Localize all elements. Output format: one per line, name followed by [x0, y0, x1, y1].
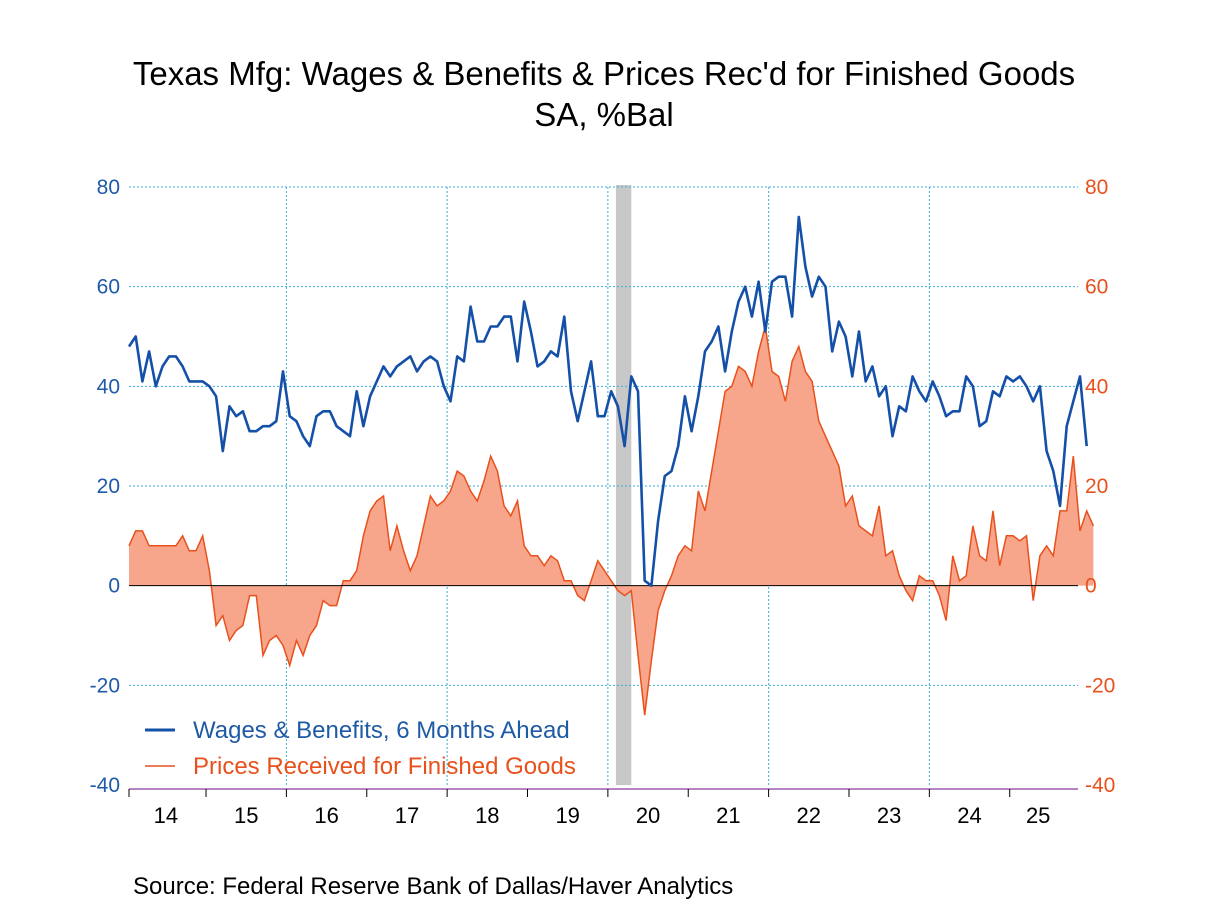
prices-area: [129, 326, 1094, 716]
legend-prices-label: Prices Received for Finished Goods: [193, 753, 576, 780]
recession-bar: [615, 185, 632, 785]
y-tick-left: 60: [97, 276, 120, 299]
chart-subtitle: SA, %Bal: [534, 96, 673, 133]
y-tick-right: 0: [1085, 575, 1097, 598]
y-tick-left: 0: [108, 575, 120, 598]
x-tick-label: 14: [154, 803, 178, 828]
x-tick-label: 24: [957, 803, 981, 828]
x-axis: 14 15 16 17 18 19 20 21 22 23 24 25: [128, 788, 1078, 828]
y-tick-right: 20: [1085, 475, 1108, 498]
y-tick-left: 80: [97, 176, 120, 199]
y-tick-right: -20: [1085, 674, 1115, 697]
prices-line: [128, 326, 1095, 716]
y-tick-right: 80: [1085, 176, 1108, 199]
y-axis-left: 80 60 40 20 0 -20 -40: [90, 176, 120, 797]
y-tick-right: 40: [1085, 375, 1108, 398]
y-axis-right: 80 60 40 20 0 -20 -40: [1085, 176, 1115, 797]
prices-series: [128, 326, 1095, 716]
wages-series: [127, 215, 1088, 587]
y-tick-left: -20: [90, 674, 120, 697]
y-tick-left: -40: [90, 774, 120, 797]
x-tick-label: 23: [877, 803, 901, 828]
y-tick-left: 40: [97, 375, 120, 398]
x-tick-label: 21: [716, 803, 740, 828]
x-tick-label: 15: [234, 803, 258, 828]
x-tick-label: 19: [555, 803, 579, 828]
grid-lines: [129, 186, 1078, 785]
x-tick-label: 17: [395, 803, 419, 828]
x-tick-label: 16: [314, 803, 338, 828]
x-tick-label: 20: [636, 803, 660, 828]
y-tick-right: 60: [1085, 276, 1108, 299]
wages-line: [127, 215, 1088, 587]
x-tick-label: 18: [475, 803, 499, 828]
chart-title: Texas Mfg: Wages & Benefits & Prices Rec…: [133, 55, 1075, 92]
x-tick-label: 25: [1026, 803, 1050, 828]
x-tick-label: 22: [797, 803, 821, 828]
legend-wages-label: Wages & Benefits, 6 Months Ahead: [193, 717, 570, 744]
recession-band: [615, 185, 632, 785]
legend: Wages & Benefits, 6 Months Ahead Prices …: [145, 717, 576, 780]
y-tick-right: -40: [1085, 774, 1115, 797]
y-tick-left: 20: [97, 475, 120, 498]
source-note: Source: Federal Reserve Bank of Dallas/H…: [133, 873, 733, 900]
